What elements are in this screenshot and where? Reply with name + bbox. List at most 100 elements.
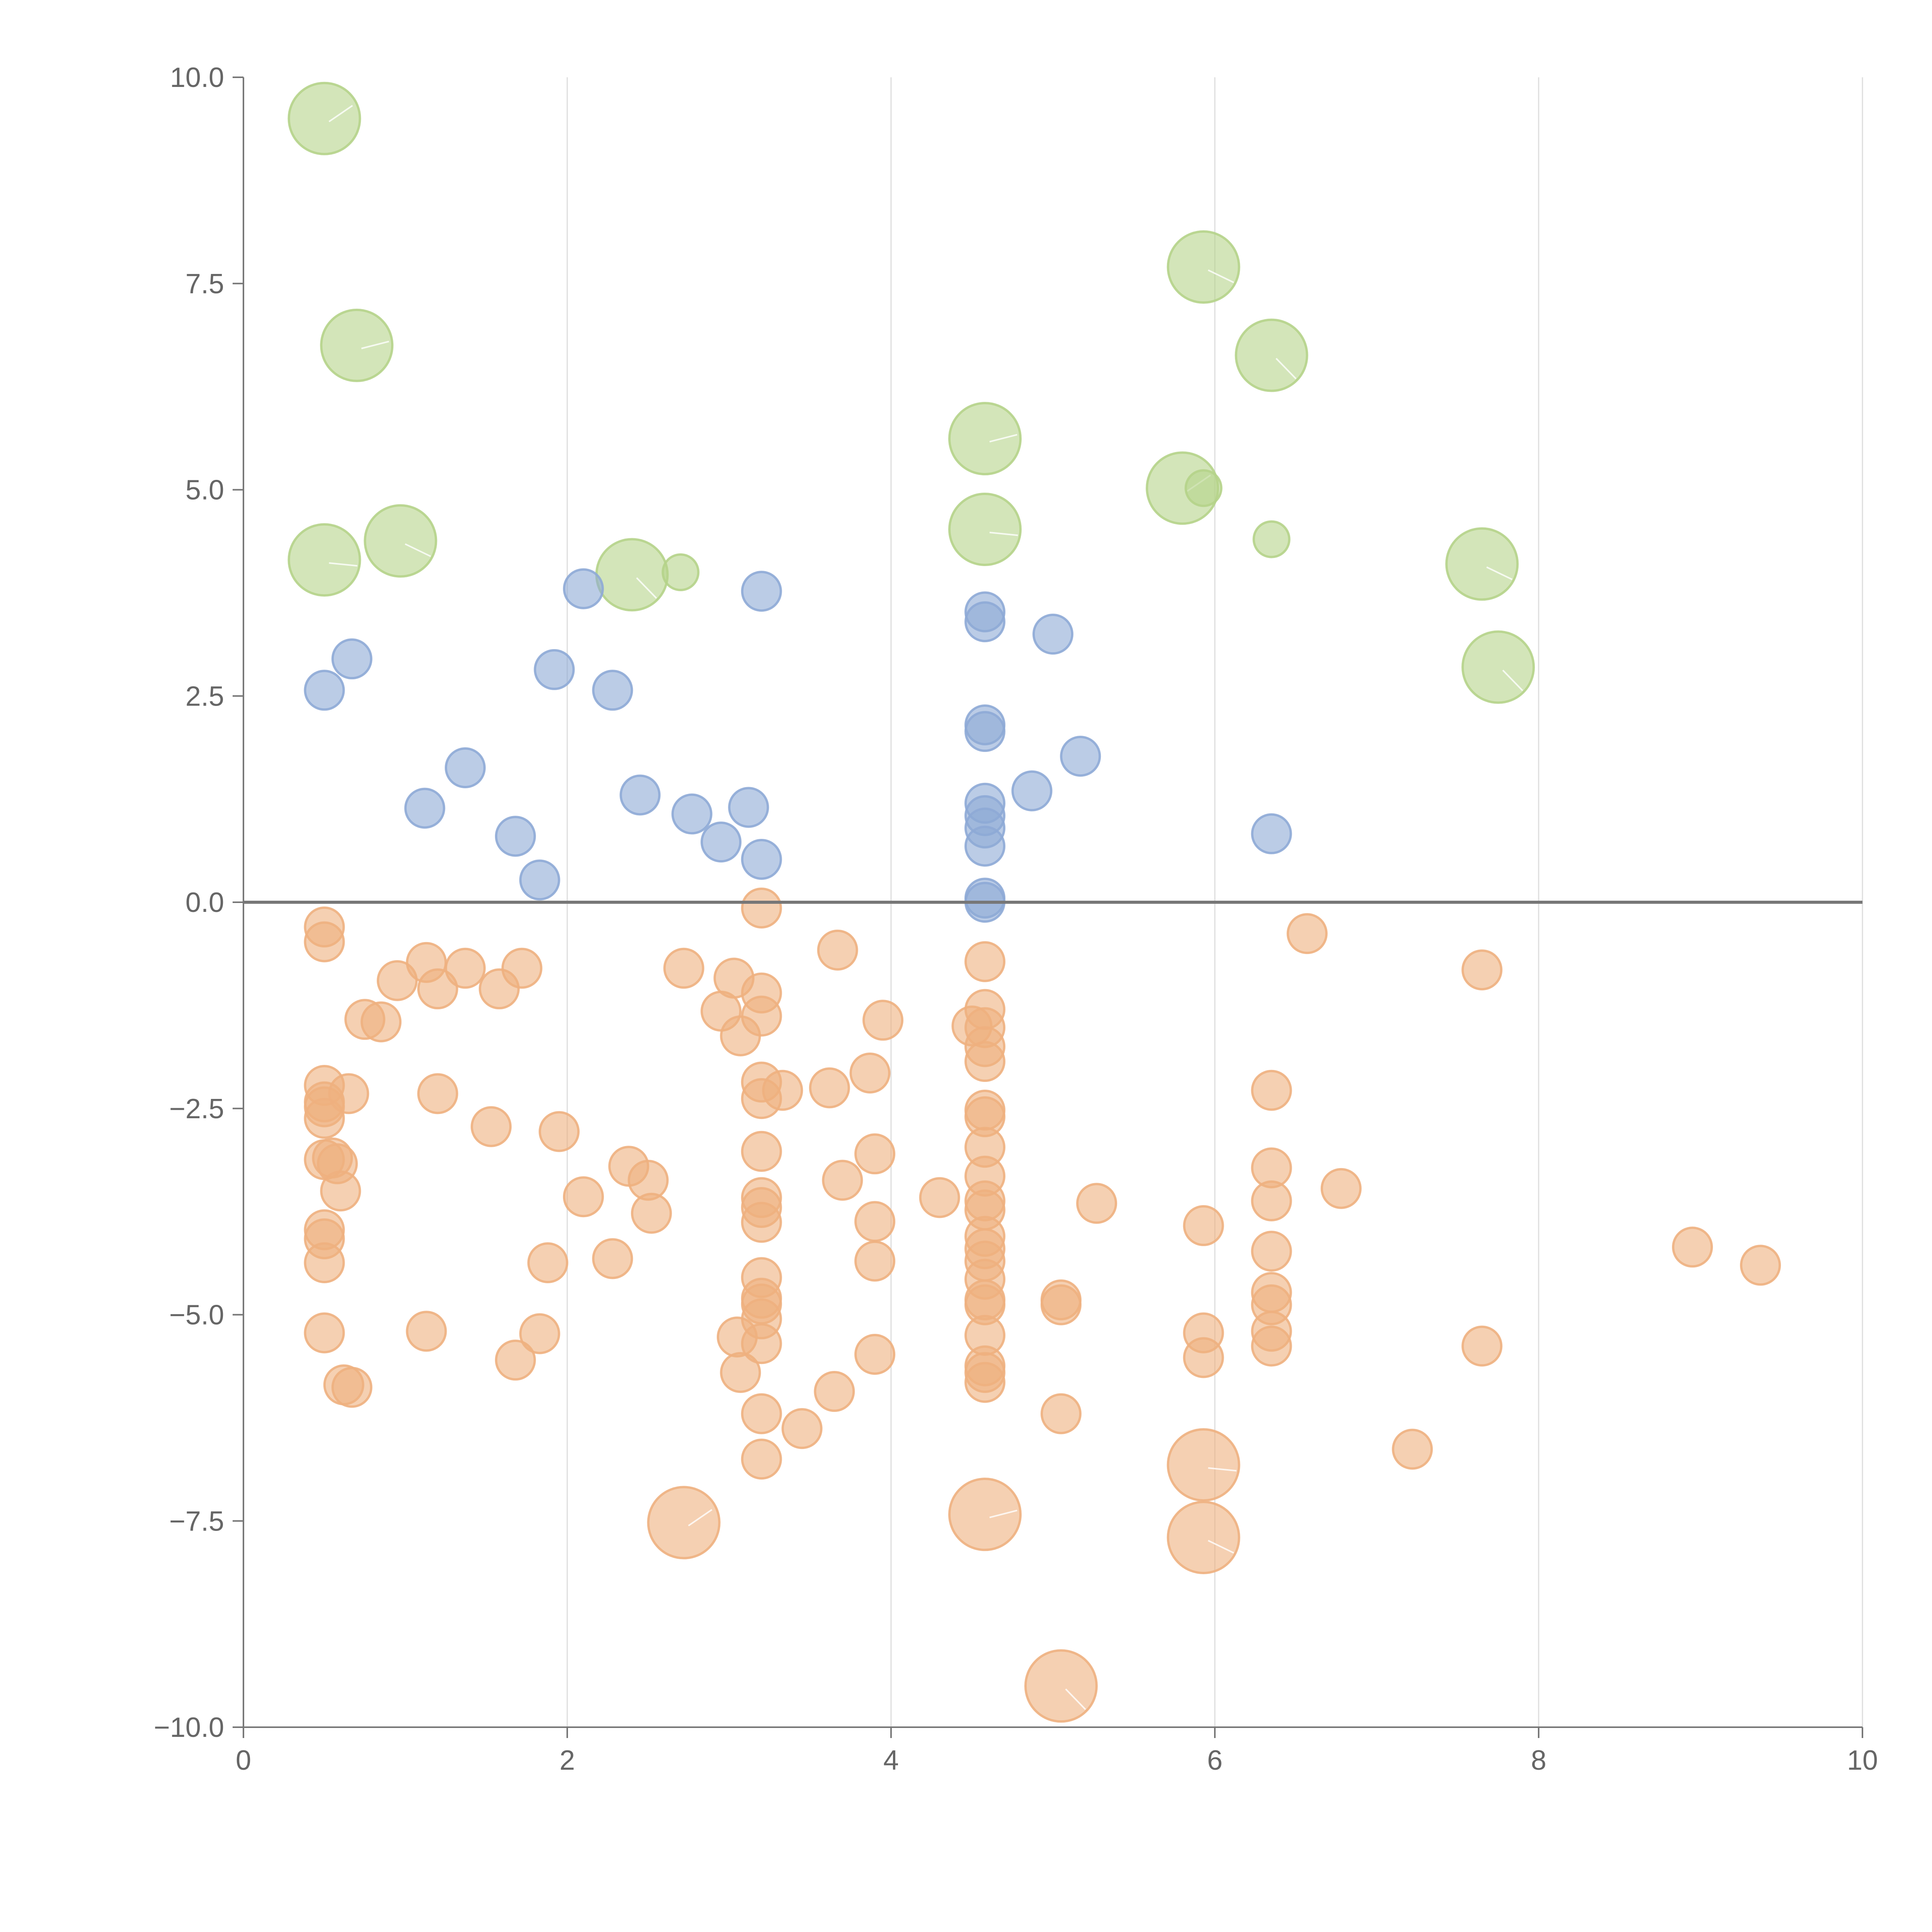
bubble-highlight-s0-8 xyxy=(1208,269,1234,283)
data-point-s1-2 xyxy=(404,787,446,829)
tick-labels: 0 2 4 6 8 10 10.0 7.5 5.0 2.5 0.0 −2.5 −5.0 −7.5 −10.0 xyxy=(154,62,1878,1776)
data-point-s3-1 xyxy=(948,1478,1022,1551)
data-point-s2-67 xyxy=(854,1201,896,1242)
y-tick-label-5: −2.5 xyxy=(169,1094,224,1124)
x-tick-label-3: 6 xyxy=(1207,1745,1223,1776)
x-tick-label-2: 4 xyxy=(883,1745,899,1776)
bubble-highlight-s3-1 xyxy=(989,1510,1017,1519)
data-point-s2-110 xyxy=(1320,1168,1362,1209)
data-point-s2-29 xyxy=(519,1313,560,1354)
data-point-s3-4 xyxy=(1024,1649,1098,1723)
data-point-s3-0 xyxy=(647,1486,721,1560)
data-point-s2-96 xyxy=(1040,1393,1082,1434)
data-point-s2-23 xyxy=(406,1311,447,1352)
data-point-s0-4 xyxy=(595,538,669,612)
bubble-highlight-s0-6 xyxy=(989,434,1017,443)
data-point-s2-95 xyxy=(1040,1284,1082,1325)
data-point-s0-14 xyxy=(1461,630,1535,704)
data-point-s2-66 xyxy=(854,1133,896,1175)
data-point-s2-9 xyxy=(320,1170,361,1212)
y-tick-label-1: 7.5 xyxy=(185,269,224,299)
data-point-s0-2 xyxy=(287,523,361,597)
data-point-s0-11 xyxy=(1184,469,1223,507)
data-point-s3-2 xyxy=(1167,1428,1240,1502)
bubble-highlight-s3-2 xyxy=(1208,1467,1237,1472)
data-point-s2-56 xyxy=(741,1323,782,1364)
data-point-s1-25 xyxy=(1011,770,1053,811)
data-point-s2-60 xyxy=(781,1408,823,1449)
data-point-s2-48 xyxy=(741,1131,782,1172)
y-tick-label-6: −5.0 xyxy=(169,1300,224,1331)
data-point-s2-16 xyxy=(331,1367,372,1408)
data-point-s1-8 xyxy=(592,670,633,711)
bubble-highlight-s3-0 xyxy=(688,1509,713,1527)
data-point-s0-9 xyxy=(1235,318,1308,392)
data-point-s2-19 xyxy=(377,960,418,1001)
data-point-s2-59 xyxy=(762,1070,803,1111)
data-point-s2-111 xyxy=(1392,1429,1433,1470)
data-point-s3-3 xyxy=(1167,1500,1240,1574)
data-point-s2-32 xyxy=(563,1176,604,1218)
y-tick-label-2: 5.0 xyxy=(185,475,224,506)
data-point-s1-14 xyxy=(741,571,782,612)
y-tick-label-4: 0.0 xyxy=(185,887,224,918)
data-point-s2-104 xyxy=(1251,1231,1292,1272)
data-point-s2-115 xyxy=(1740,1245,1781,1286)
x-tick-label-4: 8 xyxy=(1531,1745,1546,1776)
bubble-highlight-s3-3 xyxy=(1208,1540,1234,1554)
data-point-s2-45 xyxy=(741,995,782,1037)
axes xyxy=(233,77,1863,1738)
y-tick-label-7: −7.5 xyxy=(169,1506,224,1537)
data-point-s1-3 xyxy=(445,747,486,788)
bubble-highlight-s0-4 xyxy=(636,577,657,599)
data-point-s2-109 xyxy=(1286,913,1328,954)
bubble-highlight-s0-2 xyxy=(329,562,357,567)
data-point-s1-9 xyxy=(619,774,661,816)
data-point-s1-4 xyxy=(495,816,536,857)
data-point-s2-30 xyxy=(527,1242,568,1283)
data-point-s2-103 xyxy=(1251,1180,1292,1221)
data-point-s0-5 xyxy=(662,553,700,591)
y-tick-label-8: −10.0 xyxy=(154,1712,224,1743)
bubble-highlight-s0-3 xyxy=(405,543,431,557)
data-point-s1-22 xyxy=(964,825,1006,867)
data-point-s2-21 xyxy=(417,968,458,1010)
data-point-s2-112 xyxy=(1461,949,1503,991)
x-tick-label-5: 10 xyxy=(1847,1745,1878,1776)
data-point-s0-0 xyxy=(287,82,361,155)
data-point-s1-28 xyxy=(1251,813,1292,854)
y-tick-label-0: 10.0 xyxy=(170,62,224,93)
data-point-s1-27 xyxy=(1060,736,1101,777)
data-point-s2-57 xyxy=(741,1393,782,1434)
data-point-s1-18 xyxy=(964,711,1006,752)
data-point-s0-6 xyxy=(948,402,1022,476)
data-point-s2-42 xyxy=(720,1352,761,1393)
data-point-s2-31 xyxy=(539,1111,580,1152)
y-tick-label-3: 2.5 xyxy=(185,681,224,712)
x-tick-label-0: 0 xyxy=(236,1745,251,1776)
data-point-s1-12 xyxy=(728,787,769,828)
data-point-s2-24 xyxy=(445,947,486,989)
data-point-s2-27 xyxy=(501,947,543,989)
data-point-s0-7 xyxy=(948,492,1022,566)
data-point-s2-61 xyxy=(809,1067,850,1109)
data-point-s2-14 xyxy=(328,1073,369,1114)
data-point-s2-93 xyxy=(964,1362,1006,1403)
data-point-s2-71 xyxy=(919,1177,960,1218)
data-point-s2-77 xyxy=(964,1041,1006,1082)
data-point-s2-58 xyxy=(741,1439,782,1480)
data-point-s2-70 xyxy=(862,1000,904,1041)
data-point-s2-1 xyxy=(304,921,345,963)
x-tick-label-1: 2 xyxy=(560,1745,575,1776)
data-point-s2-37 xyxy=(663,947,704,989)
data-point-s2-108 xyxy=(1251,1325,1292,1367)
data-point-s2-63 xyxy=(814,1371,855,1412)
data-point-s2-101 xyxy=(1251,1070,1292,1111)
bubble-highlight-s0-0 xyxy=(328,105,353,122)
data-point-s1-6 xyxy=(534,649,575,690)
data-point-s1-13 xyxy=(741,838,782,880)
bubble-highlight-s0-1 xyxy=(361,340,389,349)
bubble-highlight-s3-4 xyxy=(1065,1688,1086,1710)
